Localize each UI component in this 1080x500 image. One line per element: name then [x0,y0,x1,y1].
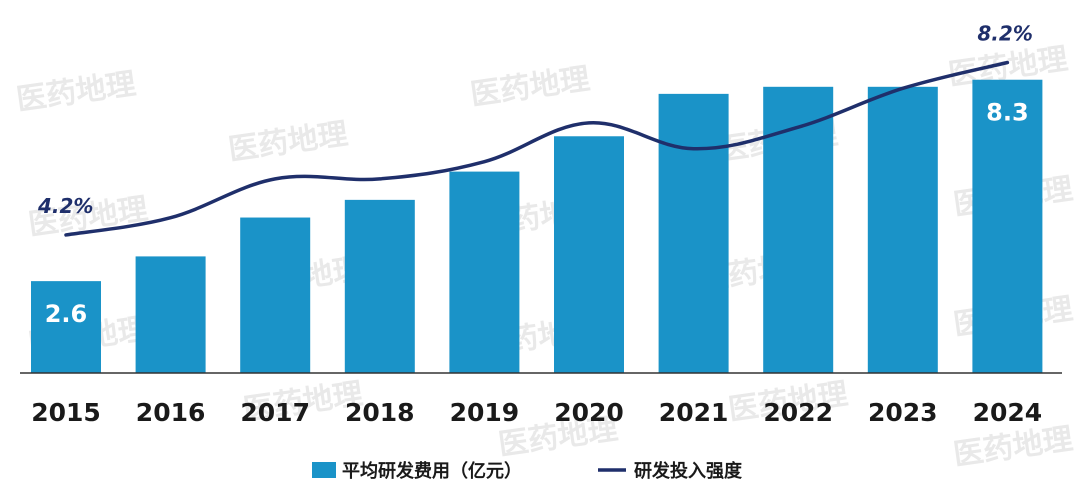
watermark-text: 医药地理 [951,422,1075,473]
intensity-line [64,60,1010,237]
x-tick-label: 2015 [31,398,101,427]
legend-bar-swatch [312,462,336,478]
legend: 平均研发费用（亿元） 研发投入强度 [312,460,743,482]
x-tick-label: 2022 [763,398,833,427]
x-tick-label: 2018 [345,398,415,427]
bar-2017 [240,217,311,373]
x-tick-label: 2023 [868,398,938,427]
x-tick-label: 2024 [973,398,1043,427]
bar-2024 [972,79,1043,373]
bar-series [31,79,1043,374]
legend-line-label: 研发投入强度 [634,460,743,482]
watermark-text: 医药地理 [14,67,138,118]
bar-value-label: 2.6 [45,300,88,328]
x-tick-label: 2021 [659,398,729,427]
line-value-label: 8.2% [977,21,1032,45]
bar-2016 [135,256,206,373]
x-tick-label: 2020 [554,398,624,427]
watermark-text: 医药地理 [226,117,350,168]
x-axis-ticks: 2015 2016 2017 2018 2019 2020 2021 2022 2023 2024 [31,398,1042,427]
bar-2021 [658,93,729,373]
watermark-text: 医药地理 [468,62,592,113]
bar-2019 [449,171,520,373]
bar-2015 [31,281,101,373]
bar-value-label: 8.3 [986,99,1029,127]
x-tick-label: 2019 [450,398,520,427]
bar-2020 [554,136,624,373]
bar-2018 [344,199,415,373]
x-tick-label: 2016 [136,398,206,427]
line-value-label: 4.2% [37,194,93,218]
data-labels: 2.6 8.3 4.2% 8.2% [37,21,1033,328]
bar-2022 [763,86,834,374]
legend-bar-label: 平均研发费用（亿元） [342,460,522,482]
bar-2023 [867,86,938,374]
x-tick-label: 2017 [240,398,310,427]
